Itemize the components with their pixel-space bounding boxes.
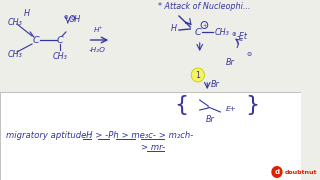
FancyBboxPatch shape	[0, 92, 301, 180]
Text: Br: Br	[226, 57, 235, 66]
Text: }: }	[245, 95, 260, 115]
Text: CH₃: CH₃	[8, 50, 22, 59]
Text: ⊖: ⊖	[246, 51, 251, 57]
Text: CH₃: CH₃	[53, 51, 68, 60]
Text: -Et: -Et	[236, 31, 247, 40]
Circle shape	[191, 68, 204, 82]
Text: doubtnut: doubtnut	[284, 170, 317, 174]
Text: migratory aptitude :: migratory aptitude :	[6, 130, 92, 140]
Text: > mr-: > mr-	[141, 143, 165, 152]
Text: H: H	[171, 24, 177, 33]
Text: -H > -Ph > me₃c- > m₂ch-: -H > -Ph > me₃c- > m₂ch-	[83, 130, 193, 140]
Text: ⊖: ⊖	[70, 15, 75, 21]
Text: ⊕: ⊕	[231, 31, 236, 37]
Text: +: +	[202, 22, 206, 28]
Circle shape	[271, 166, 283, 178]
Text: d: d	[274, 169, 279, 175]
Text: CH₃: CH₃	[215, 28, 230, 37]
Text: ⊕: ⊕	[64, 15, 68, 19]
Text: C: C	[33, 35, 39, 44]
Text: {: {	[174, 95, 188, 115]
Text: 1: 1	[195, 71, 200, 80]
Text: H: H	[23, 8, 29, 17]
Text: H⁺: H⁺	[94, 27, 104, 33]
Text: Br: Br	[211, 80, 220, 89]
Text: OH: OH	[69, 15, 81, 24]
Text: -H₂O: -H₂O	[89, 47, 106, 53]
Text: C: C	[195, 28, 201, 37]
Text: CH₃: CH₃	[8, 17, 22, 26]
Text: * Attack of Nucleophi...: * Attack of Nucleophi...	[158, 1, 251, 10]
Text: C: C	[57, 35, 64, 44]
Text: E+: E+	[226, 106, 237, 112]
Text: Br: Br	[206, 114, 214, 123]
